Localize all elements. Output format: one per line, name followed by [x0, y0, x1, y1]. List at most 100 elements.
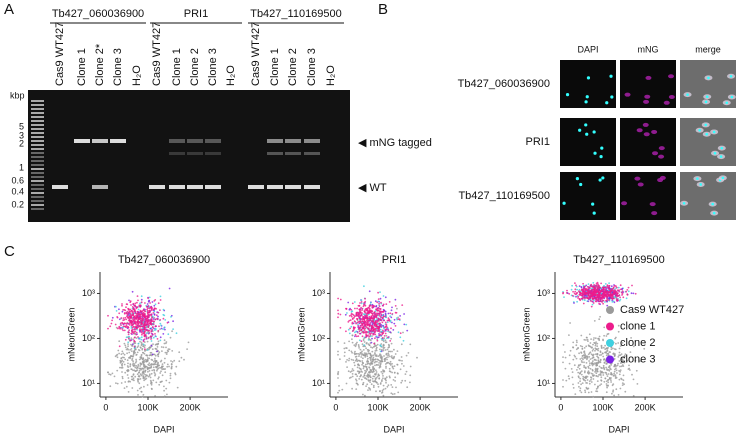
event-dot [136, 302, 138, 304]
event-dot [135, 360, 137, 362]
event-dot [591, 373, 593, 375]
nucleus [576, 177, 579, 180]
event-dot [379, 360, 381, 362]
event-dot [171, 366, 173, 368]
event-dot [352, 359, 354, 361]
event-dot [141, 326, 143, 328]
event-dot [389, 368, 391, 370]
x-axis-label: DAPI [608, 424, 629, 434]
gel-band [267, 185, 283, 189]
event-dot [369, 381, 371, 383]
event-dot [358, 364, 360, 366]
event-dot [130, 304, 132, 306]
event-dot [622, 290, 624, 292]
event-dot [357, 335, 359, 337]
event-dot [380, 316, 382, 318]
event-dot [165, 352, 167, 354]
event-dot [367, 327, 369, 329]
event-dot [350, 377, 352, 379]
event-dot [392, 366, 394, 368]
event-dot [112, 317, 114, 319]
gel-band [285, 139, 301, 143]
event-dot [593, 337, 595, 339]
ladder-band [31, 180, 44, 182]
event-dot [350, 309, 352, 311]
event-dot [383, 395, 385, 397]
event-dot [141, 336, 143, 338]
event-dot [159, 323, 161, 325]
event-dot [153, 300, 155, 302]
event-dot [405, 373, 407, 375]
event-dot [129, 317, 131, 319]
event-dot [615, 343, 617, 345]
event-dot [391, 309, 393, 311]
event-dot [125, 346, 127, 348]
event-dot [346, 383, 348, 385]
event-dot [388, 384, 390, 386]
event-dot [164, 329, 166, 331]
event-dot [401, 304, 403, 306]
gel-band [52, 185, 68, 189]
event-dot [381, 379, 383, 381]
event-dot [585, 288, 587, 290]
event-dot [619, 371, 621, 373]
event-dot [127, 343, 129, 345]
event-dot [127, 377, 129, 379]
event-dot [127, 326, 129, 328]
event-dot [577, 366, 579, 368]
event-dot [356, 342, 358, 344]
event-dot [614, 285, 616, 287]
event-dot [608, 366, 610, 368]
event-dot [130, 337, 132, 339]
event-dot [170, 373, 172, 375]
gel-band [110, 139, 126, 143]
event-dot [119, 328, 121, 330]
event-dot [409, 344, 411, 346]
event-dot [137, 311, 139, 313]
event-dot [602, 295, 604, 297]
event-dot [350, 319, 352, 321]
event-dot [392, 393, 394, 395]
event-dot [383, 304, 385, 306]
event-dot [144, 338, 146, 340]
event-dot [389, 315, 391, 317]
event-dot [572, 347, 574, 349]
event-dot [337, 372, 339, 374]
event-dot [121, 382, 123, 384]
event-dot [584, 347, 586, 349]
event-dot [154, 358, 156, 360]
event-dot [150, 364, 152, 366]
event-dot [373, 368, 375, 370]
event-dot [631, 374, 633, 376]
event-dot [572, 291, 574, 293]
event-dot [338, 385, 340, 387]
event-dot [374, 376, 376, 378]
ladder-label: 0.2 [11, 199, 24, 209]
event-dot [386, 376, 388, 378]
event-dot [132, 343, 134, 345]
event-dot [593, 302, 595, 304]
event-dot [608, 370, 610, 372]
mng-signal [658, 155, 664, 159]
event-dot [605, 363, 607, 365]
event-dot [614, 301, 616, 303]
event-dot [579, 368, 581, 370]
event-dot [134, 337, 136, 339]
event-dot [131, 387, 133, 389]
row-label: Tb427_110169500 [458, 190, 550, 202]
event-dot [129, 315, 131, 317]
event-dot [137, 390, 139, 392]
event-dot [351, 352, 353, 354]
event-dot [585, 345, 587, 347]
event-dot [344, 352, 346, 354]
event-dot [125, 326, 127, 328]
event-dot [600, 350, 602, 352]
event-dot [596, 355, 598, 357]
event-dot [139, 328, 141, 330]
event-dot [383, 344, 385, 346]
event-dot [598, 318, 600, 320]
event-dot [117, 350, 119, 352]
event-dot [126, 352, 128, 354]
event-dot [592, 396, 594, 398]
event-dot [380, 366, 382, 368]
